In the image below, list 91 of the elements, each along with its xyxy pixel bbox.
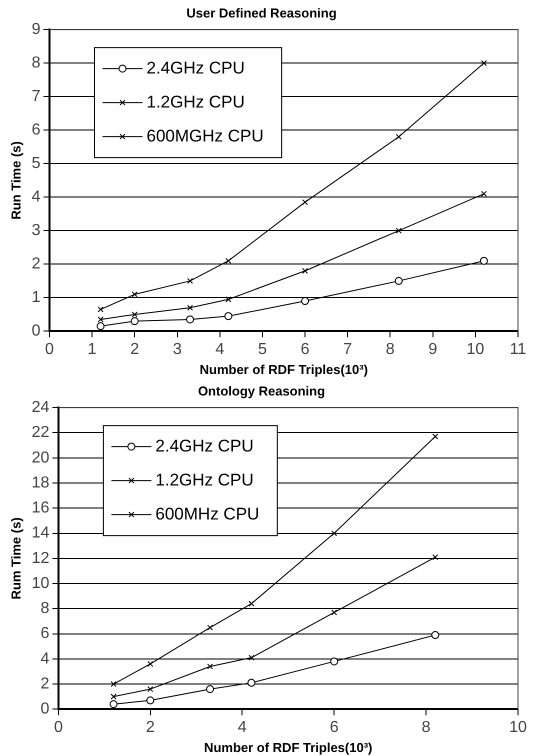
x-tick-label: 6 (330, 719, 339, 736)
y-tick-label: 4 (32, 188, 41, 206)
point (130, 317, 139, 326)
point (302, 268, 308, 274)
x-tick-label: 10 (466, 341, 484, 358)
x-tick-label: 3 (172, 341, 182, 358)
point (431, 631, 440, 640)
y-tick-label: 2 (40, 675, 50, 692)
point (480, 190, 487, 197)
y-tick-label: 0 (32, 322, 41, 340)
legend-label: 2.4GHz CPU (155, 436, 254, 456)
x-tick-label: 8 (422, 719, 431, 736)
x-tick-label: 4 (215, 341, 224, 358)
point (432, 554, 438, 560)
point (207, 664, 214, 670)
x-tick-label: 5 (258, 341, 267, 358)
point (207, 624, 214, 630)
point (301, 297, 310, 306)
chart-title: Ontology Reasoning (198, 383, 326, 398)
point (248, 600, 254, 607)
point (247, 678, 256, 687)
point (98, 316, 104, 322)
y-tick-label: 14 (32, 524, 50, 542)
y-tick-label: 5 (32, 155, 41, 172)
point (224, 312, 232, 320)
point (206, 685, 214, 694)
point (186, 315, 194, 324)
point (331, 609, 338, 616)
legend-label: 2.4GHz CPU (146, 58, 245, 78)
point (330, 657, 338, 666)
point (98, 306, 104, 312)
point (302, 199, 308, 206)
y-tick-label: 9 (32, 21, 41, 38)
point (248, 654, 254, 661)
x-tick-label: 7 (343, 341, 352, 358)
legend-label: 1.2GHz CPU (146, 92, 245, 112)
y-tick-label: 24 (32, 399, 50, 416)
y-tick-label: 8 (40, 600, 50, 618)
x-tick-label: 2 (146, 719, 155, 736)
point (187, 278, 194, 284)
point (432, 434, 438, 440)
x-tick-label: 4 (238, 719, 247, 736)
x-tick-label: 2 (130, 341, 140, 358)
y-axis-title: Run Time (s) (8, 141, 24, 220)
y-tick-label: 8 (32, 54, 41, 72)
x-axis-title: Number of RDF Triples(10³) (204, 740, 372, 755)
chart-title: User Defined Reasoning (186, 5, 337, 20)
point (147, 660, 154, 667)
legend-label: 600MHz CPU (155, 504, 260, 524)
point (331, 530, 338, 536)
y-axis-title: Rum Time (s) (8, 517, 24, 600)
x-tick-label: 0 (54, 719, 63, 736)
point (480, 60, 487, 66)
y-tick-label: 6 (40, 625, 50, 642)
y-tick-label: 1 (32, 289, 41, 306)
point (146, 696, 154, 704)
point (225, 296, 232, 302)
y-tick-label: 18 (32, 474, 50, 492)
y-tick-label: 12 (32, 550, 50, 567)
point (110, 681, 117, 688)
x-tick-label: 1 (88, 341, 97, 358)
point (110, 694, 117, 700)
point (187, 304, 194, 311)
y-tick-label: 16 (32, 500, 50, 517)
y-tick-label: 3 (32, 222, 41, 240)
point (394, 276, 403, 285)
point (96, 322, 105, 330)
y-tick-label: 4 (40, 650, 50, 668)
y-tick-label: 6 (32, 122, 41, 139)
legend-label: 1.2GHz CPU (155, 470, 254, 490)
y-tick-label: 0 (40, 700, 50, 718)
y-tick-label: 2 (32, 256, 41, 273)
point (110, 700, 118, 708)
point (132, 311, 138, 318)
x-tick-label: 6 (300, 341, 310, 358)
point (147, 686, 154, 692)
point (480, 256, 488, 265)
x-axis-title: Number of RDF Triples(10³) (200, 362, 368, 377)
x-tick-label: 11 (510, 341, 526, 358)
y-tick-label: 22 (32, 424, 50, 442)
point (396, 228, 402, 234)
point (396, 134, 402, 140)
y-tick-label: 20 (32, 449, 50, 466)
y-tick-label: 10 (32, 574, 50, 592)
legend-label: 600MGHz CPU (146, 126, 264, 146)
x-tick-label: 10 (509, 719, 527, 736)
x-tick-label: 9 (428, 341, 438, 358)
point (225, 258, 232, 264)
y-tick-label: 7 (32, 88, 41, 106)
point (132, 291, 138, 298)
x-tick-label: 8 (386, 341, 395, 358)
